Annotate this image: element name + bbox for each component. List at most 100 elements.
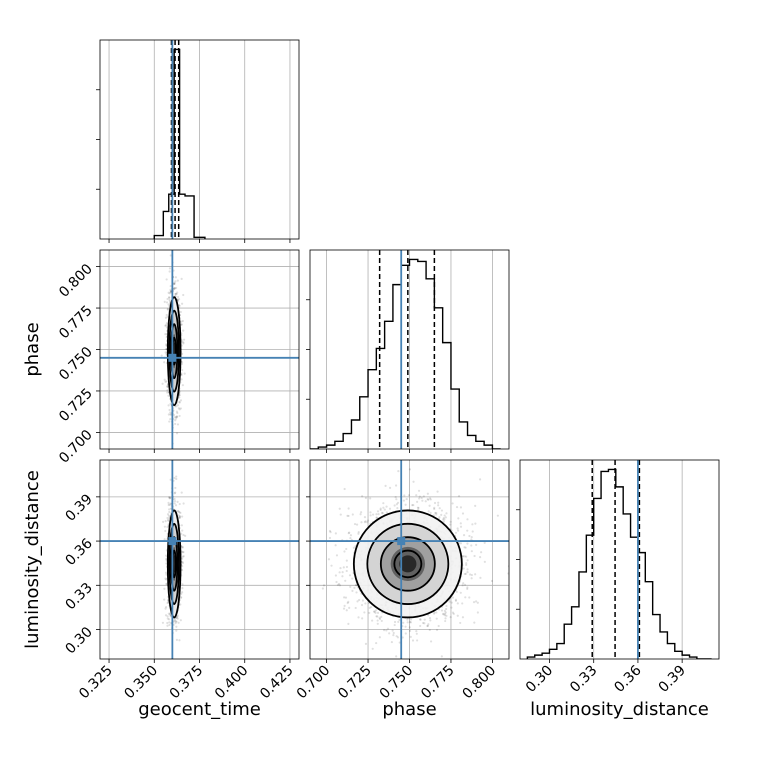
panel-0-0 — [108, 40, 291, 239]
histogram-step — [526, 468, 712, 659]
scatter-point — [437, 624, 440, 628]
scatter-point — [440, 609, 444, 612]
scatter-point — [164, 577, 167, 580]
scatter-point — [164, 324, 168, 327]
scatter-point — [451, 502, 454, 505]
scatter-point — [167, 519, 170, 522]
contour-line — [166, 509, 182, 619]
scatter-point — [426, 624, 429, 627]
scatter-point — [178, 516, 181, 519]
scatter-point — [182, 555, 185, 558]
scatter-point — [483, 541, 486, 544]
scatter-point — [167, 514, 170, 517]
scatter-point — [376, 615, 379, 618]
scatter-point — [168, 267, 172, 270]
scatter-point — [459, 506, 463, 509]
scatter-point — [173, 282, 176, 285]
scatter-point — [465, 555, 468, 558]
scatter-point — [353, 522, 357, 526]
scatter-point — [385, 511, 388, 514]
scatter-point — [346, 601, 349, 605]
scatter-point — [461, 512, 465, 515]
scatter-point — [343, 596, 346, 599]
scatter-point — [338, 584, 342, 587]
scatter-point — [363, 521, 366, 524]
scatter-point — [166, 315, 169, 318]
scatter-point — [369, 511, 372, 514]
scatter-point — [409, 618, 413, 621]
scatter-point — [173, 286, 176, 290]
scatter-point — [176, 279, 179, 282]
scatter-point — [165, 326, 169, 329]
scatter-point — [429, 511, 432, 514]
scatter-point — [165, 301, 169, 304]
scatter-point — [343, 487, 346, 491]
scatter-point — [176, 509, 180, 513]
scatter-point — [374, 611, 377, 614]
scatter-point — [175, 477, 178, 481]
joint-phase-luminosity_distance — [310, 460, 509, 659]
scatter-point — [176, 617, 179, 620]
scatter-point — [169, 284, 172, 288]
scatter-point — [169, 496, 172, 499]
marginal-geocent_time — [153, 40, 206, 239]
scatter-point — [328, 529, 332, 533]
scatter-point — [406, 621, 409, 624]
scatter-point — [377, 513, 380, 516]
scatter-point — [456, 614, 459, 617]
scatter-point — [175, 405, 178, 408]
scatter-point — [450, 606, 453, 609]
scatter-point — [470, 550, 473, 553]
scatter-point — [176, 404, 179, 407]
scatter-point — [169, 402, 172, 405]
scatter-point — [336, 583, 340, 586]
scatter-point — [433, 612, 436, 615]
scatter-point — [168, 408, 171, 412]
scatter-point — [169, 411, 172, 414]
scatter-point — [178, 400, 181, 403]
scatter-point — [408, 468, 412, 471]
scatter-point — [174, 292, 178, 295]
scatter-point — [459, 525, 463, 528]
y-tick-label: 0.36 — [62, 536, 95, 569]
scatter-point — [166, 391, 169, 394]
scatter-point — [435, 628, 439, 632]
scatter-point — [384, 484, 387, 487]
scatter-point — [174, 419, 177, 422]
scatter-point — [181, 561, 185, 565]
scatter-point — [180, 378, 183, 381]
scatter-point — [451, 596, 455, 599]
scatter-point — [178, 515, 182, 518]
scatter-point — [165, 557, 168, 561]
scatter-point — [174, 292, 177, 296]
scatter-point — [473, 554, 476, 558]
scatter-point — [442, 613, 445, 616]
scatter-point — [168, 503, 171, 506]
scatter-point — [169, 612, 172, 616]
scatter-point — [474, 573, 477, 576]
scatter-point — [357, 531, 360, 534]
scatter-point — [391, 629, 394, 632]
scatter-point — [178, 516, 181, 520]
scatter-point — [169, 615, 172, 618]
scatter-point — [448, 600, 451, 603]
scatter-point — [182, 533, 185, 537]
scatter-point — [380, 615, 383, 618]
x-tick-label: 0.39 — [656, 663, 689, 696]
scatter-point — [466, 586, 469, 589]
scatter-point — [444, 614, 447, 617]
scatter-point — [369, 514, 372, 517]
scatter-point — [368, 606, 371, 609]
scatter-point — [426, 492, 429, 495]
scatter-point — [175, 416, 178, 419]
scatter-point — [182, 338, 186, 341]
scatter-point — [395, 655, 398, 658]
scatter-point — [402, 621, 405, 624]
scatter-point — [356, 600, 359, 603]
scatter-point — [179, 407, 183, 410]
scatter-point — [483, 560, 486, 563]
scatter-point — [173, 619, 176, 622]
scatter-point — [168, 508, 171, 511]
scatter-point — [161, 621, 165, 624]
scatter-point — [160, 354, 163, 357]
